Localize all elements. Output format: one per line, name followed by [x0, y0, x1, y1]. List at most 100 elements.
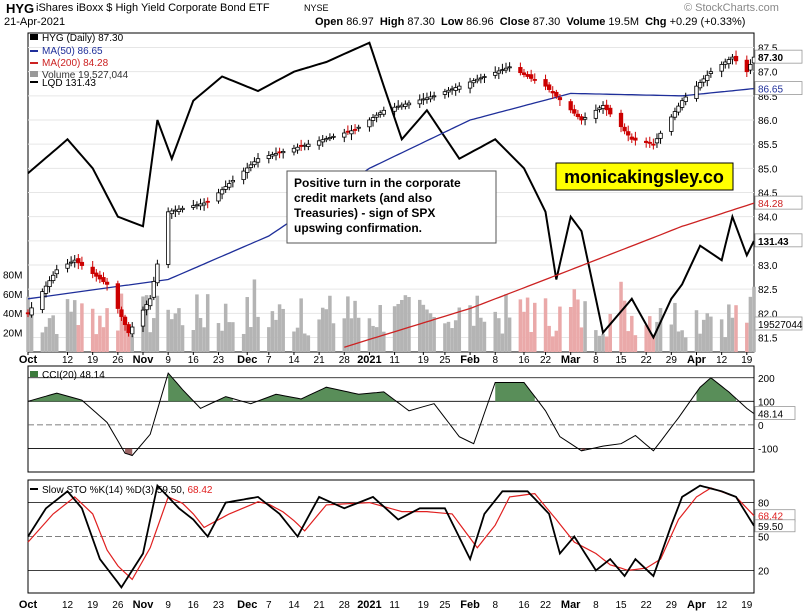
cci-tick-label: -100: [758, 444, 778, 455]
volume-bar: [669, 324, 674, 352]
volume-bar: [673, 302, 677, 352]
volume-bar: [518, 299, 523, 352]
volume-bar: [730, 317, 735, 352]
value-flag-label: 131.43: [758, 237, 789, 248]
x-tick-label-lower: 29: [666, 600, 678, 611]
x-tick-label-upper: Dec: [237, 354, 257, 366]
legend-ma50: MA(50) 86.65: [42, 46, 103, 57]
x-tick-label-upper: 14: [288, 355, 300, 366]
candle-body: [76, 258, 81, 264]
annotation-line: credit markets (and also: [294, 191, 432, 205]
x-tick-label-lower: 19: [418, 600, 430, 611]
volume-bar: [482, 321, 487, 352]
volume-bar: [216, 323, 221, 352]
cci-overbought-fill: [168, 373, 194, 402]
volume-bar: [152, 318, 156, 352]
candle-body: [554, 91, 559, 97]
volume-bar: [94, 334, 99, 352]
volume-bar: [727, 304, 731, 352]
x-tick-label-lower: Apr: [687, 599, 707, 611]
volume-bar: [195, 294, 199, 352]
hyg-swatch: [30, 34, 38, 40]
volume-bar: [202, 327, 206, 352]
x-tick-label-lower: 25: [439, 600, 451, 611]
candle-body: [453, 87, 458, 91]
x-tick-label-lower: Dec: [237, 599, 257, 611]
candle-body: [198, 203, 203, 207]
volume-bar: [166, 309, 170, 352]
sto-d-line: [27, 487, 755, 581]
candle-body: [40, 291, 45, 310]
candle-body: [298, 145, 304, 147]
volume-bar: [353, 300, 357, 352]
volume-bar: [47, 318, 52, 352]
x-tick-label-upper: 9: [165, 355, 171, 366]
candle-body: [723, 61, 728, 65]
volume-bar: [752, 286, 756, 352]
volume-bar: [148, 332, 152, 352]
price-tick-label: 85.0: [758, 164, 778, 175]
x-tick-label-lower: 11: [389, 600, 400, 611]
volume-bar: [231, 322, 235, 352]
volume-bar: [658, 307, 663, 352]
volume-bar: [475, 295, 480, 352]
volume-bar: [572, 289, 577, 352]
volume-bar: [292, 331, 296, 352]
x-tick-label-lower: 19: [87, 600, 99, 611]
candle-body: [417, 99, 422, 105]
candle-body: [697, 82, 703, 89]
value-flag: [754, 233, 803, 248]
candle-body: [230, 180, 236, 183]
volume-bar: [80, 303, 84, 352]
x-tick-label-upper: 19: [418, 355, 430, 366]
close-value: 87.30: [532, 16, 561, 28]
candle-body: [273, 153, 279, 156]
legend-lqd: LQD 131.43: [42, 78, 96, 89]
candle-body: [478, 77, 484, 80]
candle-body: [97, 274, 103, 280]
volume-bar: [500, 333, 505, 352]
candle-body: [144, 304, 149, 311]
lqd-line: [27, 41, 755, 340]
candle-body: [191, 205, 196, 208]
x-tick-label-upper: 25: [439, 355, 451, 366]
candle-body: [651, 143, 656, 146]
volume-tick-label: 20M: [3, 329, 22, 340]
volume-bar: [356, 317, 361, 352]
candle-body: [568, 101, 573, 111]
volume-bar: [407, 296, 411, 352]
annotation-box: Positive turn in the corporate credit mar…: [286, 170, 497, 244]
candle-body: [669, 116, 674, 132]
candle-body: [381, 109, 386, 115]
volume-bar: [256, 316, 260, 352]
candle-body: [324, 138, 329, 141]
volume-bar: [479, 317, 483, 352]
candle-body: [374, 114, 379, 118]
x-tick-label-lower: 28: [339, 600, 351, 611]
annotation-line: Treasuries) - sign of SPX: [294, 206, 435, 220]
candle-body: [482, 76, 487, 78]
volume-bar: [428, 313, 433, 352]
candle-body: [79, 261, 85, 266]
candle-body: [302, 144, 307, 147]
annotation-line: upswing confirmation.: [294, 221, 422, 235]
volume-bar: [44, 326, 48, 352]
volume-bar: [583, 301, 587, 352]
open-label: Open: [315, 16, 344, 28]
volume-bar: [698, 333, 702, 352]
x-tick-label-lower: 15: [615, 600, 627, 611]
volume-bar: [568, 306, 573, 352]
volume-bar: [504, 294, 508, 352]
candle-body: [525, 74, 530, 77]
volume-bar: [40, 332, 45, 352]
x-tick-label-upper: 21: [314, 355, 326, 366]
price-tick-label: 87.0: [758, 68, 778, 79]
volume-bar: [220, 330, 224, 352]
cci-legend: CCI(20) 48.14: [30, 370, 105, 381]
volume-bar: [680, 330, 684, 352]
candle-body: [507, 66, 512, 69]
volume-bar: [277, 304, 282, 352]
volume-bar: [705, 313, 710, 352]
x-tick-label-lower: Feb: [460, 599, 480, 611]
annotation-line: Positive turn in the corporate: [294, 176, 461, 190]
